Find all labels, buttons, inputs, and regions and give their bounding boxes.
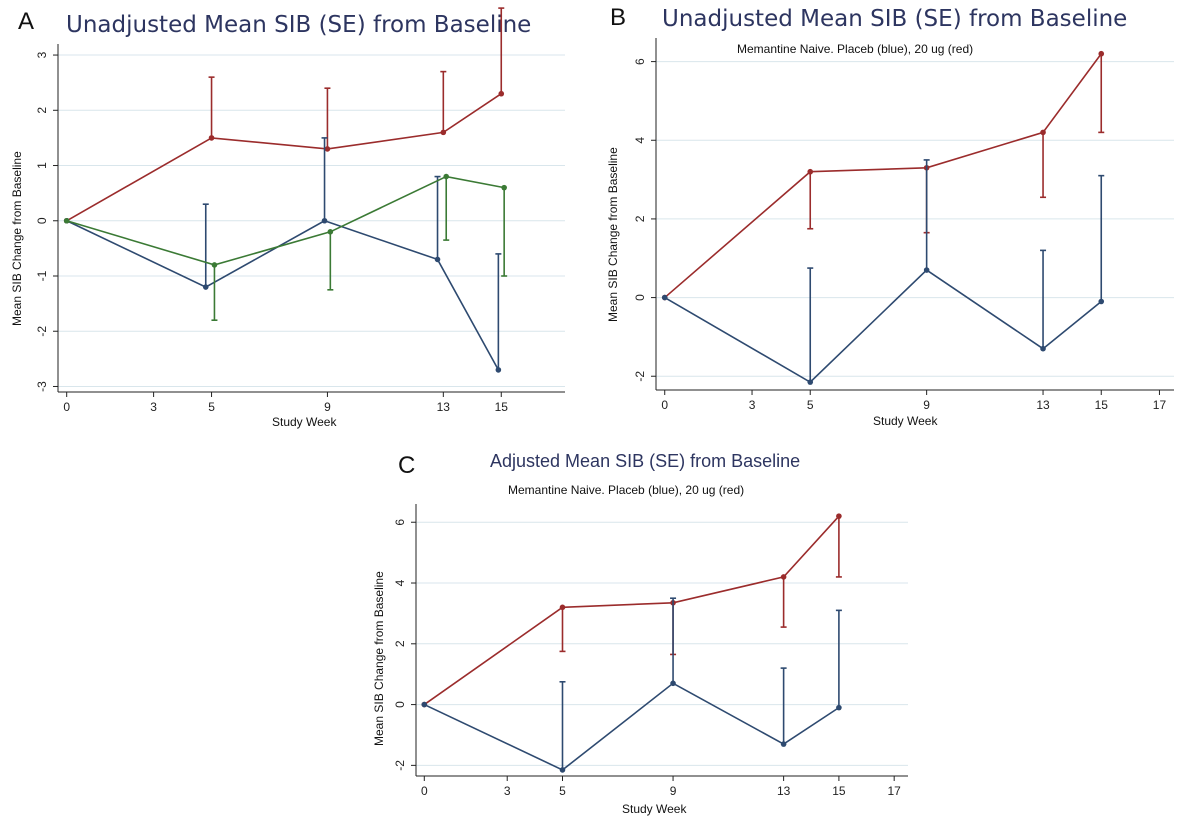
x-tick-label: 0 [421,784,428,798]
x-tick-label: 5 [208,400,215,414]
y-tick-label: 4 [393,579,407,586]
x-tick-label: 15 [832,784,846,798]
x-tick-label: 5 [807,398,814,412]
data-point [440,129,447,136]
x-tick-label: 9 [324,400,331,414]
y-tick-label: -2 [35,326,49,337]
data-point [1098,50,1105,57]
x-tick-label: 9 [670,784,677,798]
x-tick-label: 3 [150,400,157,414]
series-line [423,515,840,706]
data-point [559,767,566,773]
x-tick-label: 0 [661,398,668,412]
chart-panel-a: A Unadjusted Mean SIB (SE) from Baseline… [0,0,590,440]
data-point [324,146,331,152]
x-tick-label: 13 [1036,398,1050,412]
data-point [501,184,507,191]
series-line [66,93,502,222]
y-tick-label: -3 [35,381,49,392]
x-tick-label: 17 [888,784,902,798]
data-point [211,262,218,268]
data-point [559,604,566,611]
data-point [498,90,505,97]
series-line [66,219,500,371]
chart-panel-b: B Unadjusted Mean SIB (SE) from Baseline… [596,0,1182,440]
y-axis-label: Mean SIB Change from Baseline [10,151,24,326]
x-tick-label: 9 [923,398,930,412]
data-point [327,229,334,235]
x-tick-label: 17 [1153,398,1167,412]
y-tick-label: 2 [633,215,647,222]
data-point [1040,345,1046,352]
data-point [421,701,428,708]
panel-letter: B [610,4,627,31]
data-point [780,574,787,580]
x-axis-label: Study Week [272,415,337,429]
chart-title: Unadjusted Mean SIB (SE) from Baseline [662,6,1128,32]
chart-subtitle: Memantine Naive. Placeb (blue), 20 ug (r… [737,42,974,56]
x-tick-label: 15 [495,400,509,414]
data-point [780,741,787,747]
data-point [836,513,842,519]
data-point [923,267,930,273]
data-point [202,284,209,290]
x-tick-label: 3 [504,784,511,798]
x-tick-label: 0 [63,400,70,414]
chart-title: Unadjusted Mean SIB (SE) from Baseline [66,12,532,38]
plot-area: -2 0 2 4 6 0 3 5 9 13 15 17 [393,504,908,798]
x-axis-label: Study Week [873,414,938,428]
x-tick-label: 3 [749,398,756,412]
series-line [423,682,840,771]
data-point [670,680,676,687]
y-tick-label: 1 [35,162,49,169]
y-tick-label: 3 [35,51,49,58]
chart-panel-c: C Adjusted Mean SIB (SE) from Baseline M… [360,446,940,817]
data-point [321,217,328,224]
data-point [1098,298,1105,305]
x-axis-label: Study Week [622,802,687,816]
y-tick-label: -2 [393,760,407,771]
y-tick-label: -2 [633,371,647,382]
y-axis-label: Mean SIB Change from Baseline [606,147,620,322]
y-tick-label: 2 [35,107,49,114]
data-point [836,704,842,711]
y-tick-label: 6 [393,519,407,526]
x-tick-label: 15 [1095,398,1109,412]
y-axis-label: Mean SIB Change from Baseline [372,571,386,746]
data-point [807,379,814,385]
data-point [807,168,814,175]
plot-area: -2 0 2 4 6 0 3 5 9 13 15 17 [633,38,1174,412]
x-tick-label: 5 [559,784,566,798]
y-tick-label: 4 [633,137,647,144]
x-tick-label: 13 [777,784,791,798]
y-tick-label: 0 [35,217,49,224]
panel-letter: C [398,452,416,479]
data-point [661,294,668,301]
data-point [443,173,450,180]
x-tick-label: 13 [437,400,451,414]
chart-title: Adjusted Mean SIB (SE) from Baseline [490,451,801,471]
panel-letter: A [18,8,35,35]
data-point [1040,129,1046,136]
plot-area: -3 -2 -1 0 1 2 3 0 3 5 9 13 15 [35,7,565,414]
data-point [434,256,441,263]
y-tick-label: -1 [35,270,49,281]
series-line [664,53,1102,299]
series-line [664,269,1102,384]
data-point [495,367,502,373]
y-tick-label: 0 [393,701,407,708]
y-tick-label: 0 [633,294,647,301]
y-tick-label: 2 [393,640,407,647]
data-point [208,135,215,141]
y-tick-label: 6 [633,58,647,65]
chart-subtitle: Memantine Naive. Placeb (blue), 20 ug (r… [508,483,745,497]
data-point [63,217,70,224]
